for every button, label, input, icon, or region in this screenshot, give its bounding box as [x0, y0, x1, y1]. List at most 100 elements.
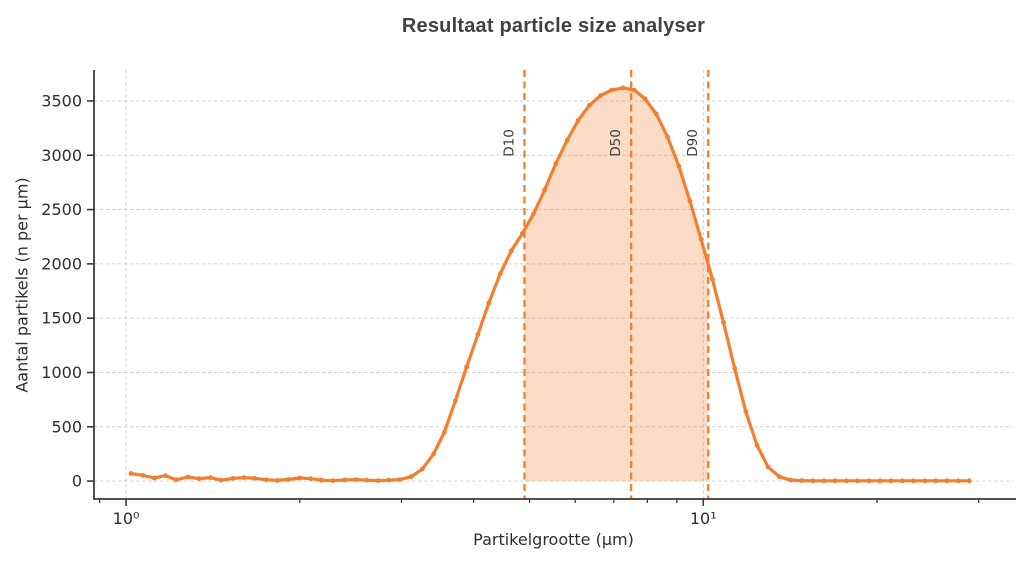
data-point-marker: [486, 300, 492, 306]
dline-label-d50: D50: [608, 129, 624, 157]
data-point-marker: [564, 137, 570, 143]
data-point-marker: [799, 478, 805, 483]
y-tick-label: 1000: [41, 363, 82, 382]
data-point-marker: [353, 477, 359, 482]
data-point-marker: [609, 87, 615, 93]
data-point-marker: [152, 475, 157, 481]
chart-title: Resultaat particle size analyser: [401, 15, 706, 37]
data-point-marker: [319, 477, 324, 483]
data-point-marker: [230, 476, 236, 481]
data-point-marker: [844, 478, 849, 484]
data-point-marker: [743, 409, 749, 414]
data-point-marker: [453, 398, 458, 404]
y-tick-label: 2500: [41, 200, 82, 219]
x-tick-label: 10⁰: [113, 509, 140, 528]
data-point-marker: [732, 365, 737, 371]
data-point-marker: [687, 198, 693, 204]
dline-label-d90: D90: [685, 129, 701, 157]
data-point-marker: [241, 475, 247, 480]
data-point-marker: [128, 471, 134, 476]
data-point-marker: [587, 102, 592, 108]
series-fill: [524, 87, 709, 482]
data-point-marker: [431, 451, 436, 457]
data-point-markers: [128, 85, 972, 484]
data-point-marker: [208, 475, 213, 480]
data-point-marker: [631, 87, 637, 93]
data-point-marker: [653, 111, 659, 117]
data-point-marker: [821, 478, 827, 484]
data-point-marker: [911, 478, 916, 484]
data-point-marker: [665, 134, 670, 140]
dline-labels: D10 D50 D90: [501, 129, 701, 157]
y-tick-label: 1500: [41, 309, 82, 328]
data-point-marker: [197, 476, 202, 482]
data-point-marker: [966, 478, 972, 484]
data-point-marker: [140, 473, 146, 478]
data-point-marker: [553, 161, 559, 167]
data-point-marker: [497, 271, 503, 276]
data-point-marker: [776, 474, 782, 480]
dline-label-d10: D10: [501, 129, 517, 157]
data-point-marker: [475, 332, 481, 337]
data-point-marker: [620, 85, 626, 91]
data-point-marker: [888, 478, 894, 484]
data-point-marker: [676, 163, 682, 169]
y-tick-label: 2000: [41, 254, 82, 273]
data-point-marker: [464, 364, 469, 370]
data-point-marker: [855, 478, 860, 484]
data-point-marker: [442, 429, 447, 435]
data-point-marker: [386, 477, 391, 483]
data-point-marker: [330, 478, 336, 483]
data-point-marker: [832, 478, 838, 484]
data-point-marker: [642, 96, 648, 102]
dlines: [523, 70, 710, 499]
data-point-marker: [163, 473, 168, 478]
data-point-marker: [173, 477, 179, 483]
data-point-marker: [575, 118, 581, 123]
x-axis-label: Partikelgrootte (µm): [473, 530, 634, 549]
data-point-marker: [542, 187, 547, 193]
data-point-marker: [218, 477, 224, 483]
data-point-marker: [185, 474, 191, 480]
data-point-marker: [922, 478, 927, 484]
axis-ticks: 0 500 1000 1500 2000 2500 3000 3500 10⁰ 10¹: [41, 91, 980, 528]
data-point-marker: [419, 466, 425, 472]
series-line: [129, 86, 971, 483]
gridlines: [94, 70, 1013, 499]
data-point-marker: [297, 475, 303, 481]
data-point-marker: [944, 478, 950, 484]
data-point-marker: [364, 477, 369, 483]
data-point-marker: [252, 475, 257, 481]
x-tick-label: 10¹: [690, 509, 717, 528]
data-point-marker: [263, 477, 269, 483]
data-point-marker: [899, 478, 905, 484]
data-point-marker: [788, 477, 793, 483]
data-point-marker: [877, 478, 883, 484]
data-point-marker: [285, 477, 291, 482]
data-point-marker: [375, 478, 381, 483]
data-point-marker: [955, 478, 961, 484]
y-tick-label: 500: [51, 417, 82, 436]
y-tick-label: 3000: [41, 146, 82, 165]
data-point-marker: [508, 248, 514, 254]
data-point-marker: [866, 478, 872, 484]
data-point-marker: [933, 478, 939, 484]
data-point-marker: [275, 478, 280, 483]
data-point-marker: [342, 477, 347, 483]
y-tick-label: 3500: [41, 91, 82, 110]
data-point-marker: [721, 320, 726, 325]
data-point-marker: [598, 93, 603, 98]
data-point-marker: [408, 474, 414, 480]
data-point-marker: [531, 211, 536, 217]
data-point-marker: [810, 478, 816, 484]
data-point-marker: [397, 477, 403, 482]
data-point-marker: [308, 476, 314, 482]
y-tick-label: 0: [72, 472, 82, 491]
data-point-marker: [765, 464, 771, 470]
data-point-marker: [698, 236, 704, 242]
data-point-marker: [710, 276, 715, 282]
data-point-marker: [520, 231, 525, 236]
data-point-marker: [754, 442, 760, 448]
